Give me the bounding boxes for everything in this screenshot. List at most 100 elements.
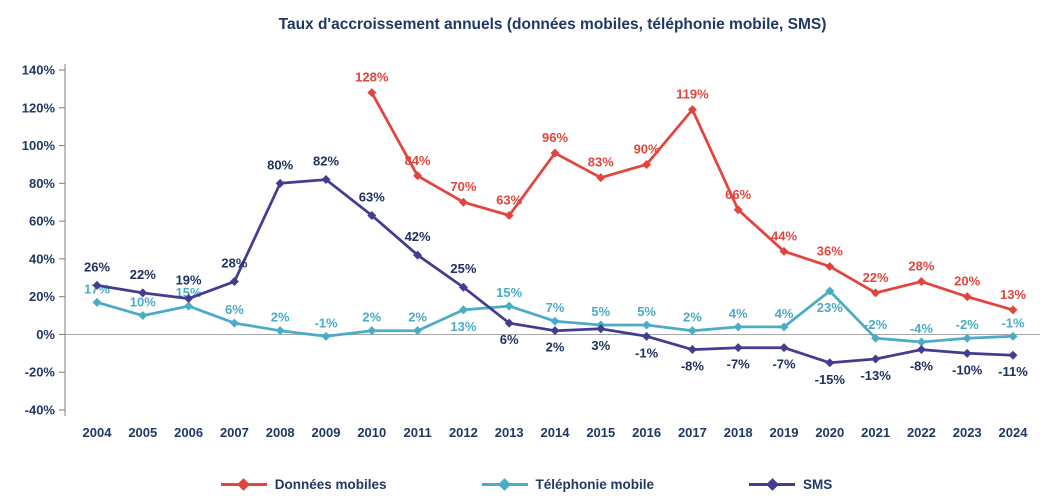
- diamond-marker-icon: [138, 311, 148, 321]
- legend-label-sms: SMS: [803, 477, 833, 492]
- data-label: 70%: [450, 179, 476, 194]
- y-tick-label: 80%: [29, 176, 55, 191]
- data-label: 2%: [683, 310, 702, 325]
- diamond-marker-icon: [642, 159, 652, 169]
- line-diamond-marker-icon: [220, 478, 267, 491]
- data-label: 80%: [267, 157, 293, 172]
- data-label: -10%: [952, 362, 983, 377]
- diamond-marker-icon: [367, 88, 377, 98]
- y-tick-label: 60%: [29, 214, 55, 229]
- x-tick-label: 2015: [586, 425, 615, 440]
- data-label: 128%: [355, 70, 389, 85]
- diamond-marker-icon: [916, 337, 926, 347]
- data-label: -13%: [860, 368, 891, 383]
- data-label: 4%: [729, 306, 748, 321]
- diamond-marker-icon: [458, 282, 468, 292]
- y-tick-label: -40%: [25, 403, 56, 418]
- diamond-marker-icon: [321, 331, 331, 341]
- diamond-marker-icon: [413, 326, 423, 336]
- chart-title: Taux d'accroissement annuels (données mo…: [278, 16, 827, 33]
- diamond-marker-icon: [367, 210, 377, 220]
- diamond-marker-icon: [550, 316, 560, 326]
- diamond-marker-icon: [1008, 305, 1018, 315]
- diamond-marker-icon: [687, 345, 697, 355]
- x-tick-label: 2004: [83, 425, 113, 440]
- y-tick-label: 40%: [29, 251, 55, 266]
- diamond-marker-icon: [962, 292, 972, 302]
- diamond-marker-icon: [642, 331, 652, 341]
- diamond-marker-icon: [229, 277, 239, 287]
- diamond-marker-icon: [413, 171, 423, 181]
- data-label: 63%: [359, 189, 385, 204]
- data-label: 28%: [221, 256, 247, 271]
- x-tick-label: 2024: [999, 425, 1029, 440]
- legend-label-donnees-mobiles: Données mobiles: [274, 477, 387, 492]
- diamond-marker-icon: [92, 280, 102, 290]
- diamond-marker-icon: [916, 345, 926, 355]
- x-tick-label: 2011: [403, 425, 431, 440]
- data-label: 5%: [591, 304, 610, 319]
- line-diamond-marker-icon: [481, 478, 528, 491]
- x-tick-label: 2023: [953, 425, 982, 440]
- diamond-marker-icon: [458, 197, 468, 207]
- diamond-marker-icon: [779, 246, 789, 256]
- diamond-marker-icon: [871, 333, 881, 343]
- data-label: -1%: [314, 315, 338, 330]
- diamond-marker-icon: [916, 277, 926, 287]
- data-label: -1%: [1001, 315, 1025, 330]
- diamond-marker-icon: [733, 343, 743, 353]
- data-label: 26%: [84, 259, 110, 274]
- data-label: 66%: [725, 187, 751, 202]
- data-label: 5%: [637, 304, 656, 319]
- data-label: 96%: [542, 130, 568, 145]
- x-tick-label: 2021: [861, 425, 890, 440]
- diamond-marker-icon: [413, 250, 423, 260]
- diamond-marker-icon: [504, 301, 514, 311]
- y-tick-label: 120%: [22, 100, 56, 115]
- data-label: 36%: [817, 243, 843, 258]
- data-label: 7%: [546, 300, 565, 315]
- diamond-marker-icon: [596, 173, 606, 183]
- data-label: 119%: [676, 87, 709, 102]
- x-tick-label: 2007: [220, 425, 249, 440]
- diamond-marker-icon: [687, 105, 697, 115]
- data-label: 2%: [546, 340, 565, 355]
- diamond-icon: [237, 478, 251, 491]
- diamond-marker-icon: [504, 210, 514, 220]
- series-line: [370, 92, 1014, 312]
- data-label: 84%: [405, 153, 431, 168]
- data-label: 3%: [591, 338, 610, 353]
- data-label: 90%: [634, 141, 660, 156]
- diamond-marker-icon: [138, 288, 148, 298]
- data-label: -8%: [681, 359, 705, 374]
- diamond-marker-icon: [184, 294, 194, 304]
- data-label: -7%: [772, 357, 796, 372]
- y-tick-label: 100%: [22, 138, 56, 153]
- diamond-marker-icon: [779, 343, 789, 353]
- legend-item-donnees-mobiles: Données mobiles: [220, 477, 387, 492]
- data-label: -4%: [910, 321, 934, 336]
- diamond-marker-icon: [733, 205, 743, 215]
- diamond-marker-icon: [642, 320, 652, 330]
- diamond-marker-icon: [504, 318, 514, 328]
- x-tick-label: 2018: [724, 425, 753, 440]
- data-label: 2%: [408, 310, 427, 325]
- data-label: 22%: [863, 270, 889, 285]
- data-label: 10%: [130, 295, 156, 310]
- legend-item-sms: SMS: [749, 477, 832, 492]
- x-tick-label: 2006: [174, 425, 203, 440]
- diamond-marker-icon: [275, 178, 285, 188]
- x-tick-label: 2012: [449, 425, 478, 440]
- legend-label-telephonie-mobile: Téléphonie mobile: [535, 477, 655, 492]
- x-tick-label: 2022: [907, 425, 936, 440]
- diamond-marker-icon: [1008, 331, 1018, 341]
- diamond-marker-icon: [871, 288, 881, 298]
- diamond-marker-icon: [367, 326, 377, 336]
- data-label: -7%: [727, 357, 751, 372]
- diamond-marker-icon: [871, 354, 881, 364]
- data-label: -11%: [998, 364, 1028, 379]
- data-label: -8%: [910, 359, 934, 374]
- data-label: -15%: [815, 372, 846, 387]
- data-label: 28%: [908, 259, 934, 274]
- diamond-marker-icon: [458, 305, 468, 315]
